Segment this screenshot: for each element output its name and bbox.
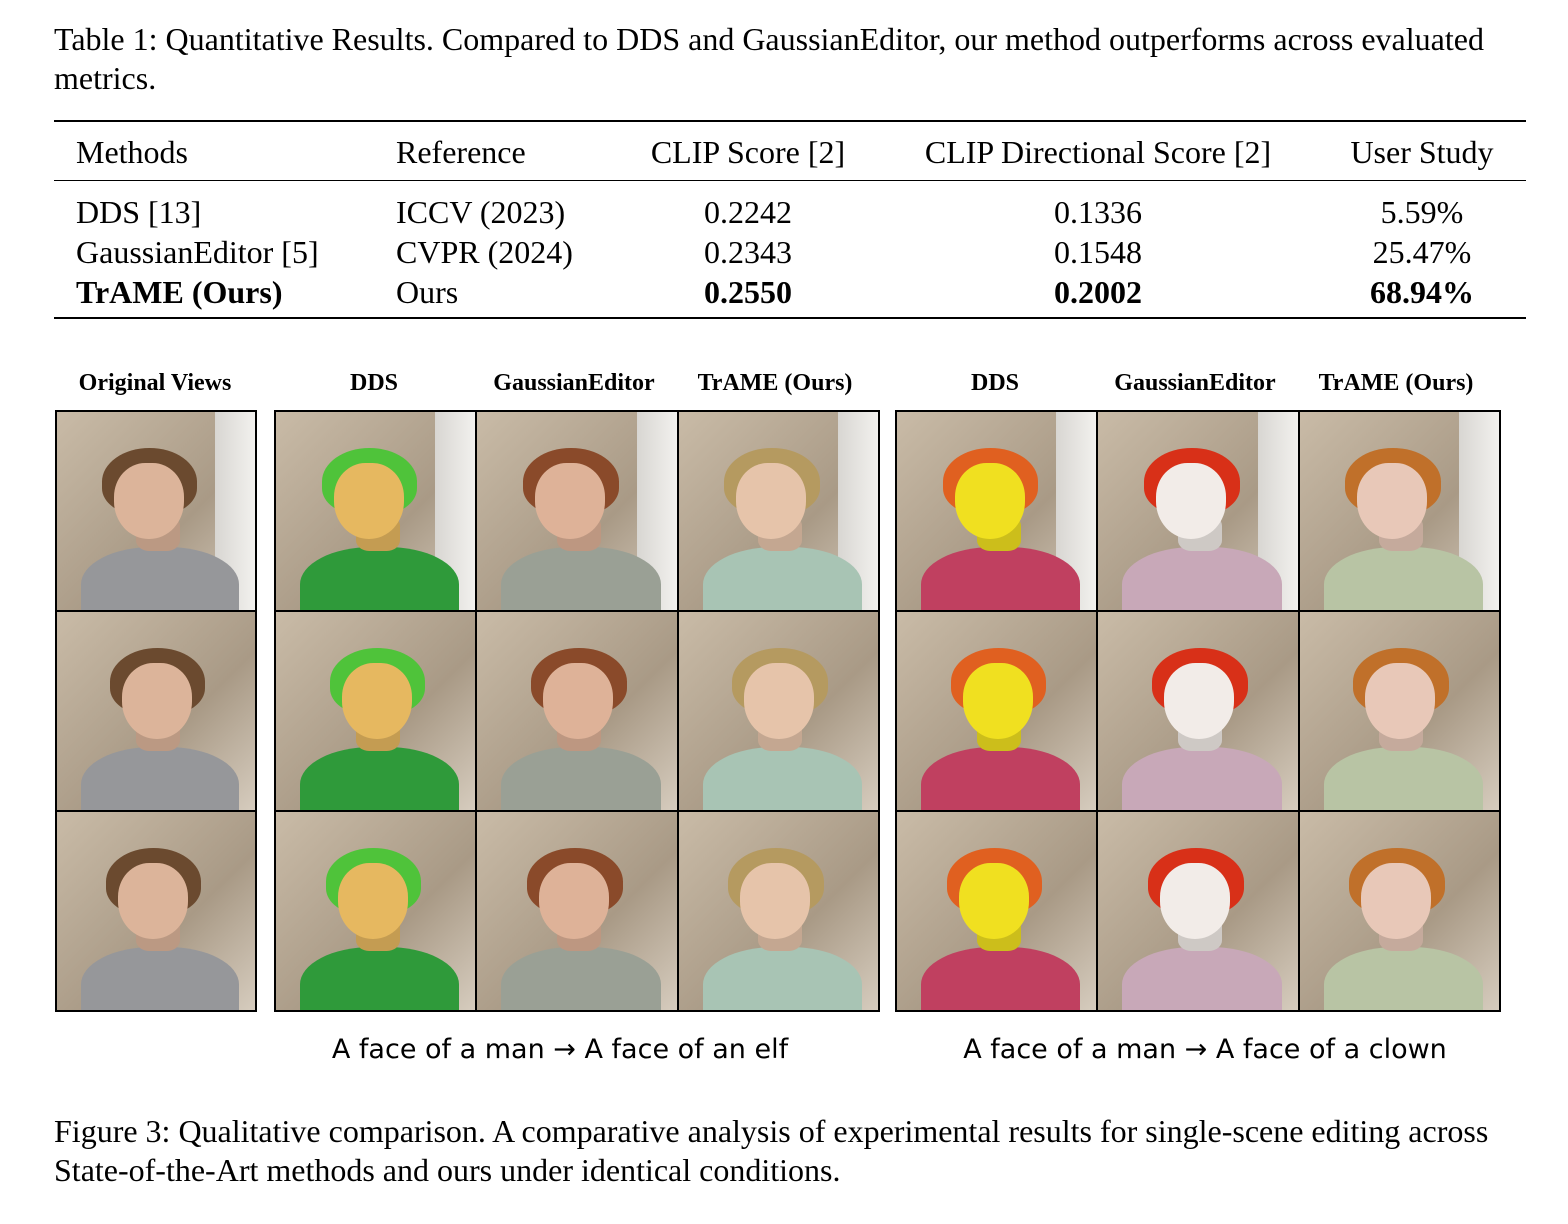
- view-image-dds-elf-2: [276, 612, 476, 810]
- view-image-trame-elf-3: [678, 812, 878, 1010]
- view-image-dds-clown-2: [897, 612, 1097, 810]
- cell-clip-dir: 0.1336: [1054, 193, 1142, 230]
- image-grid-clown: [895, 410, 1501, 1012]
- col-clip-dir: CLIP Directional Score [2]: [924, 133, 1272, 170]
- view-image-dds-elf-1: [276, 412, 476, 610]
- table-bottom-rule: [54, 317, 1526, 319]
- view-image-trame-elf-1: [678, 412, 878, 610]
- view-image-gaussianeditor-clown-2: [1098, 612, 1298, 810]
- figure-caption: Figure 3: Qualitative comparison. A comp…: [54, 1113, 1489, 1188]
- cell-reference: CVPR (2024): [396, 233, 573, 270]
- col-user-study: User Study: [1350, 133, 1494, 170]
- col-reference: Reference: [396, 133, 526, 170]
- image-grid-elf: [274, 410, 880, 1012]
- view-image-trame-clown-2: [1299, 612, 1499, 810]
- col-clip: CLIP Score [2]: [650, 133, 846, 170]
- view-image-dds-elf-3: [276, 812, 476, 1010]
- view-image-dds-clown-1: [897, 412, 1097, 610]
- header-original: Original Views: [78, 370, 232, 396]
- table-header-rule: [54, 180, 1526, 181]
- table-row: TrAME (Ours) Ours 0.2550 0.2002 68.94%: [54, 272, 1526, 312]
- table-top-rule: [54, 120, 1526, 122]
- view-image-gaussianeditor-clown-1: [1098, 412, 1298, 610]
- view-image-original-3: [57, 812, 255, 1010]
- cell-method: DDS [13]: [76, 193, 202, 230]
- image-grid-original: [55, 410, 257, 1012]
- cell-user: 68.94%: [1370, 273, 1474, 310]
- prompt-clown: A face of a man → A face of a clown: [963, 1034, 1447, 1065]
- view-image-gaussianeditor-elf-2: [477, 612, 677, 810]
- view-image-trame-clown-1: [1299, 412, 1499, 610]
- view-image-trame-clown-3: [1299, 812, 1499, 1010]
- results-table: Methods Reference CLIP Score [2] CLIP Di…: [54, 124, 1526, 312]
- table-row: GaussianEditor [5] CVPR (2024) 0.2343 0.154…: [54, 232, 1526, 272]
- cell-user: 5.59%: [1380, 193, 1464, 230]
- table-caption: Table 1: Quantitative Results. Compared …: [54, 21, 1484, 96]
- cell-user: 25.47%: [1372, 233, 1472, 270]
- cell-clip: 0.2242: [704, 193, 792, 230]
- header-gaussianeditor-clown: GaussianEditor: [1114, 370, 1276, 396]
- cell-clip: 0.2343: [704, 233, 792, 270]
- header-trame-elf: TrAME (Ours): [697, 370, 853, 396]
- view-image-original-2: [57, 612, 255, 810]
- prompt-elf: A face of a man → A face of an elf: [331, 1034, 789, 1065]
- cell-clip: 0.2550: [704, 273, 792, 310]
- view-image-trame-elf-2: [678, 612, 878, 810]
- cell-reference: ICCV (2023): [396, 193, 566, 230]
- header-dds-elf: DDS: [349, 370, 398, 396]
- cell-method: TrAME (Ours): [76, 273, 283, 310]
- view-image-dds-clown-3: [897, 812, 1097, 1010]
- header-dds-clown: DDS: [970, 370, 1019, 396]
- col-methods: Methods: [76, 133, 188, 170]
- table-row: DDS [13] ICCV (2023) 0.2242 0.1336 5.59%: [54, 180, 1526, 232]
- view-image-gaussianeditor-elf-3: [477, 812, 677, 1010]
- view-image-gaussianeditor-clown-3: [1098, 812, 1298, 1010]
- view-image-gaussianeditor-elf-1: [477, 412, 677, 610]
- cell-method: GaussianEditor [5]: [76, 233, 319, 270]
- header-gaussianeditor-elf: GaussianEditor: [493, 370, 655, 396]
- cell-clip-dir: 0.1548: [1054, 233, 1142, 270]
- cell-clip-dir: 0.2002: [1054, 273, 1142, 310]
- cell-reference: Ours: [396, 273, 459, 310]
- view-image-original-1: [57, 412, 255, 610]
- table-header-row: Methods Reference CLIP Score [2] CLIP Di…: [54, 124, 1526, 180]
- header-trame-clown: TrAME (Ours): [1318, 370, 1474, 396]
